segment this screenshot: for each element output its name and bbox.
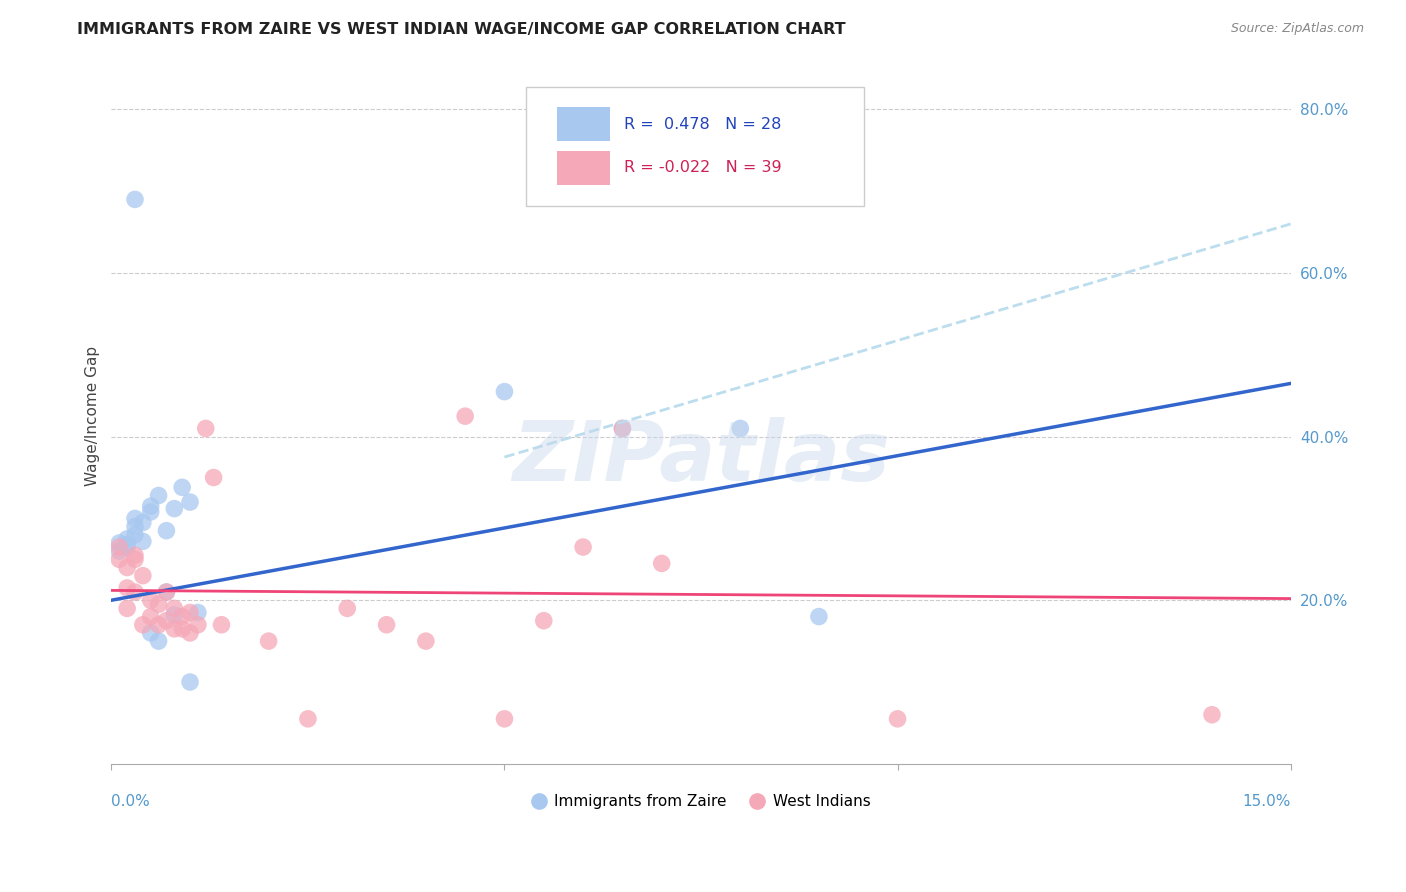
Point — [124, 519, 146, 533]
Point — [454, 409, 477, 424]
Point — [148, 634, 170, 648]
Point — [297, 712, 319, 726]
Point — [115, 560, 138, 574]
Point — [124, 552, 146, 566]
Point — [187, 617, 209, 632]
Point — [1201, 707, 1223, 722]
Point — [179, 626, 201, 640]
Point — [155, 585, 177, 599]
Point — [163, 607, 186, 622]
Point — [124, 528, 146, 542]
Point — [211, 617, 233, 632]
Point — [886, 712, 908, 726]
Text: 0.0%: 0.0% — [111, 795, 150, 809]
Point — [115, 601, 138, 615]
Point — [194, 421, 217, 435]
Point — [139, 499, 162, 513]
Point — [115, 532, 138, 546]
Point — [108, 536, 131, 550]
Point — [179, 495, 201, 509]
Point — [415, 634, 437, 648]
Point — [139, 609, 162, 624]
Point — [132, 534, 155, 549]
Point — [132, 516, 155, 530]
Point — [612, 421, 634, 435]
Point — [132, 568, 155, 582]
FancyBboxPatch shape — [526, 87, 863, 206]
Point — [124, 193, 146, 207]
Point — [651, 557, 673, 571]
Point — [257, 634, 280, 648]
Point — [202, 470, 225, 484]
FancyBboxPatch shape — [557, 107, 610, 141]
Point — [375, 617, 398, 632]
Text: IMMIGRANTS FROM ZAIRE VS WEST INDIAN WAGE/INCOME GAP CORRELATION CHART: IMMIGRANTS FROM ZAIRE VS WEST INDIAN WAG… — [77, 22, 846, 37]
Point — [163, 501, 186, 516]
Point — [108, 552, 131, 566]
FancyBboxPatch shape — [557, 152, 610, 185]
Point — [148, 489, 170, 503]
Point — [172, 480, 194, 494]
Point — [172, 622, 194, 636]
Point — [494, 712, 516, 726]
Point — [148, 597, 170, 611]
Point — [612, 421, 634, 435]
Point — [572, 540, 595, 554]
Point — [155, 585, 177, 599]
Point — [163, 622, 186, 636]
Point — [148, 617, 170, 632]
Text: R = -0.022   N = 39: R = -0.022 N = 39 — [624, 161, 782, 176]
Text: Source: ZipAtlas.com: Source: ZipAtlas.com — [1230, 22, 1364, 36]
Point — [139, 505, 162, 519]
Point — [179, 606, 201, 620]
Point — [108, 544, 131, 558]
Text: R =  0.478   N = 28: R = 0.478 N = 28 — [624, 117, 782, 132]
Point — [533, 614, 555, 628]
Point — [807, 609, 830, 624]
Point — [730, 421, 752, 435]
Point — [187, 606, 209, 620]
Point — [115, 540, 138, 554]
Point — [494, 384, 516, 399]
Point — [124, 511, 146, 525]
Point — [163, 601, 186, 615]
Point — [124, 548, 146, 562]
Point — [115, 581, 138, 595]
Y-axis label: Wage/Income Gap: Wage/Income Gap — [86, 346, 100, 486]
Text: 15.0%: 15.0% — [1243, 795, 1291, 809]
Point — [124, 585, 146, 599]
Point — [132, 617, 155, 632]
Point — [115, 538, 138, 552]
Point — [172, 609, 194, 624]
Point — [179, 675, 201, 690]
Text: ZIPatlas: ZIPatlas — [512, 417, 890, 499]
Point — [155, 524, 177, 538]
Point — [139, 593, 162, 607]
Point — [108, 540, 131, 554]
Legend: Immigrants from Zaire, West Indians: Immigrants from Zaire, West Indians — [526, 788, 876, 815]
Point — [336, 601, 359, 615]
Point — [139, 626, 162, 640]
Point — [155, 614, 177, 628]
